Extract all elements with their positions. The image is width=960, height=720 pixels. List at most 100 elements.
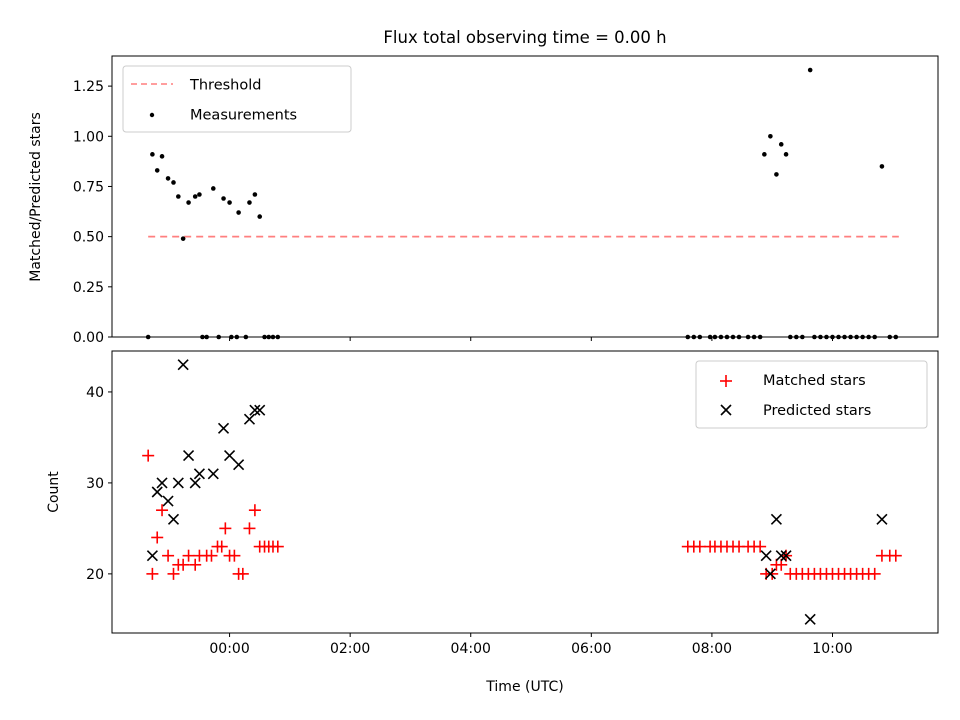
bottom-panel: 20 30 40 00:00 02:00 04:00 06:00 08:00 10:00 Co… — [46, 350, 939, 695]
predicted-star-point — [876, 513, 888, 525]
bottom-x-tick-label: 02:00 — [330, 641, 370, 657]
bottom-x-ticks: 00:00 02:00 04:00 06:00 08:00 10:00 — [209, 633, 853, 657]
matched-star-point — [243, 522, 256, 535]
top-y-tick-label: 0.25 — [73, 280, 104, 296]
matched-star-point — [177, 558, 190, 571]
matched-star-point — [766, 567, 779, 580]
predicted-star-point — [189, 477, 201, 489]
bottom-x-tick-label: 10:00 — [812, 641, 852, 657]
predicted-star-point — [760, 550, 772, 562]
bottom-y-tick-label: 40 — [86, 385, 104, 401]
matched-star-point — [162, 549, 175, 562]
predicted-star-point — [224, 450, 236, 462]
predicted-star-point — [804, 613, 816, 625]
top-y-tick-label: 1.00 — [73, 129, 104, 145]
legend-measurements-label: Measurements — [190, 108, 297, 124]
matched-star-point — [889, 549, 902, 562]
measurement-point — [774, 172, 779, 177]
measurement-point — [257, 214, 263, 219]
top-y-axis-label: Matched/Predicted stars — [28, 112, 44, 282]
measurement-point — [159, 154, 165, 159]
bottom-x-tick-label: 04:00 — [451, 641, 491, 657]
matched-star-point — [236, 567, 249, 580]
matched-star-point — [205, 549, 218, 562]
bottom-x-tick-label: 06:00 — [571, 641, 611, 657]
predicted-star-point — [207, 468, 219, 480]
top-y-ticks: 0.00 0.25 0.50 0.75 1.00 1.25 — [73, 79, 112, 346]
predicted-star-point — [233, 459, 245, 471]
legend-matched-swatch — [720, 375, 732, 387]
predicted-star-point — [254, 404, 266, 416]
top-y-tick-label: 0.50 — [73, 230, 104, 246]
bottom-y-tick-label: 30 — [86, 476, 104, 492]
measurement-point — [210, 186, 216, 191]
predicted-star-point — [167, 513, 180, 525]
bottom-y-axis-label: Count — [46, 471, 62, 513]
matched-star-point — [868, 567, 881, 580]
measurement-point — [807, 67, 813, 73]
matched-star-point — [693, 540, 706, 553]
predicted-star-point — [193, 468, 205, 480]
bottom-axes-frame — [111, 350, 939, 634]
predicted-star-point — [775, 550, 787, 562]
matched-star-point — [219, 522, 232, 535]
measurement-point — [165, 176, 171, 181]
legend-predicted-swatch — [720, 404, 732, 416]
matched-star-point — [271, 540, 284, 553]
predicted-star-point — [151, 486, 163, 498]
legend-predicted-label: Predicted stars — [763, 403, 871, 419]
matched-star-point — [754, 540, 767, 553]
predicted-star-point — [764, 568, 776, 580]
predicted-star-point — [146, 550, 158, 562]
measurement-point — [247, 200, 252, 205]
predicted-star-point — [156, 477, 168, 489]
predicted-star-point — [162, 495, 174, 507]
measurement-point — [778, 142, 784, 147]
legend-measurements-swatch — [149, 112, 155, 118]
predicted-star-point — [177, 359, 189, 371]
matched-star-point — [142, 449, 155, 462]
top-legend-box — [122, 65, 352, 133]
predicted-star-point — [243, 413, 256, 425]
measurement-point — [879, 164, 885, 169]
measurement-point — [180, 236, 186, 241]
bottom-legend: Matched stars Predicted stars — [695, 360, 928, 429]
measurement-point — [768, 133, 773, 139]
bottom-y-ticks: 20 30 40 — [86, 385, 112, 583]
top-panel: Flux total observing time = 0.00 h 0.000… — [28, 28, 939, 346]
bottom-marks — [142, 359, 902, 625]
matched-star-point — [215, 540, 228, 553]
bottom-y-tick-label: 20 — [86, 567, 104, 583]
measurement-point — [154, 168, 160, 173]
measurement-point — [171, 180, 176, 185]
measurement-point — [197, 192, 202, 197]
measurement-point — [227, 200, 232, 205]
measurement-point — [252, 192, 258, 197]
measurement-point — [150, 152, 155, 157]
bottom-legend-box — [695, 360, 928, 429]
chart-title: Flux total observing time = 0.00 h — [383, 28, 666, 47]
top-y-tick-label: 0.75 — [73, 179, 104, 195]
bottom-x-tick-label: 08:00 — [692, 641, 732, 657]
measurement-point — [186, 200, 191, 205]
top-marks — [145, 67, 899, 340]
matched-star-point — [182, 549, 195, 562]
measurement-point — [176, 194, 181, 199]
x-axis-label: Time (UTC) — [485, 679, 563, 695]
measurement-point — [221, 196, 226, 201]
matched-star-point — [189, 558, 202, 571]
bottom-x-tick-label: 00:00 — [209, 641, 249, 657]
measurement-point — [762, 152, 767, 157]
predicted-star-point — [249, 404, 261, 416]
matched-star-point — [146, 567, 159, 580]
matched-star-point — [248, 504, 261, 517]
top-y-tick-label: 1.25 — [73, 79, 104, 95]
predicted-star-point — [217, 422, 230, 434]
top-x-ticks — [229, 337, 833, 341]
matched-star-point — [151, 531, 164, 544]
measurement-point — [236, 210, 241, 215]
legend-matched-label: Matched stars — [763, 373, 866, 389]
matched-star-point — [228, 549, 241, 562]
matched-star-point — [167, 567, 180, 580]
